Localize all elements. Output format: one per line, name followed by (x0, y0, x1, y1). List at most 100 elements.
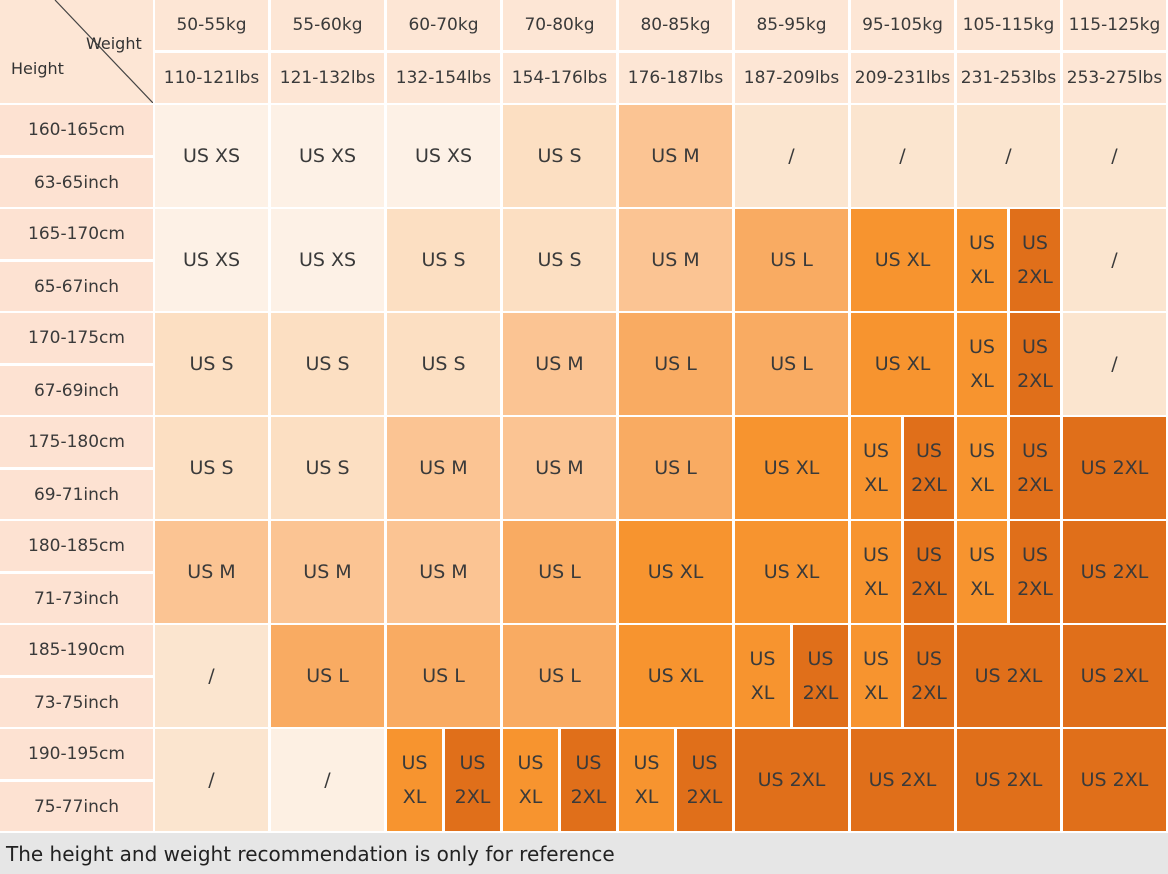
weight-label: Weight (86, 34, 142, 53)
size-cell: US XL (735, 625, 790, 727)
size-cell: US XL (619, 625, 732, 727)
height-cm: 160-165cm (0, 105, 153, 155)
size-cell: US L (271, 625, 384, 727)
height-inch: 65-67inch (0, 262, 153, 311)
size-cell: US 2XL (904, 417, 954, 519)
weight-kg: 115-125kg (1063, 0, 1166, 50)
size-cell: US S (155, 313, 268, 415)
height-cm: 185-190cm (0, 625, 153, 675)
size-cell: US XL (851, 625, 901, 727)
size-cell: US XL (957, 209, 1007, 311)
height-inch: 69-71inch (0, 470, 153, 519)
size-cell: US M (503, 417, 616, 519)
size-cell: US 2XL (677, 729, 732, 831)
size-cell: US 2XL (1063, 625, 1166, 727)
size-cell: / (957, 105, 1060, 207)
weight-lbs: 176-187lbs (619, 53, 732, 103)
size-cell: US L (619, 313, 732, 415)
size-cell: US S (387, 313, 500, 415)
weight-kg: 85-95kg (735, 0, 848, 50)
weight-lbs: 187-209lbs (735, 53, 848, 103)
weight-kg: 80-85kg (619, 0, 732, 50)
size-cell: US S (271, 313, 384, 415)
size-cell: US S (387, 209, 500, 311)
height-inch: 73-75inch (0, 678, 153, 727)
size-cell: US L (503, 625, 616, 727)
size-cell: US 2XL (957, 729, 1060, 831)
weight-kg: 50-55kg (155, 0, 268, 50)
size-cell: US L (503, 521, 616, 623)
footnote: The height and weight recommendation is … (0, 833, 1168, 874)
size-cell: US XL (619, 521, 732, 623)
height-label: Height (11, 59, 64, 78)
size-cell: / (155, 625, 268, 727)
weight-lbs: 110-121lbs (155, 53, 268, 103)
size-cell: US XL (851, 313, 954, 415)
height-cm: 180-185cm (0, 521, 153, 571)
size-cell: / (851, 105, 954, 207)
size-cell: / (1063, 313, 1166, 415)
size-cell: US L (735, 209, 848, 311)
size-cell: US 2XL (561, 729, 616, 831)
height-cm: 170-175cm (0, 313, 153, 363)
height-cm: 165-170cm (0, 209, 153, 259)
size-cell: US XS (387, 105, 500, 207)
size-cell: US 2XL (1010, 313, 1060, 415)
weight-kg: 60-70kg (387, 0, 500, 50)
size-cell: US 2XL (1063, 729, 1166, 831)
height-cm: 190-195cm (0, 729, 153, 779)
corner-header: Weight Height (0, 0, 153, 103)
weight-kg: 70-80kg (503, 0, 616, 50)
size-cell: US M (155, 521, 268, 623)
weight-lbs: 231-253lbs (957, 53, 1060, 103)
weight-kg: 95-105kg (851, 0, 954, 50)
size-cell: US XS (271, 209, 384, 311)
size-cell: US L (619, 417, 732, 519)
size-cell: US XL (503, 729, 558, 831)
size-cell: US 2XL (1010, 417, 1060, 519)
size-cell: / (1063, 105, 1166, 207)
weight-lbs: 253-275lbs (1063, 53, 1166, 103)
weight-lbs: 132-154lbs (387, 53, 500, 103)
height-inch: 63-65inch (0, 158, 153, 207)
size-cell: / (1063, 209, 1166, 311)
size-cell: / (271, 729, 384, 831)
size-cell: US XL (619, 729, 674, 831)
size-cell: US 2XL (445, 729, 500, 831)
size-cell: US M (619, 209, 732, 311)
size-cell: US S (503, 209, 616, 311)
size-cell: US XL (851, 521, 901, 623)
size-cell: US 2XL (904, 521, 954, 623)
size-cell: US XL (957, 313, 1007, 415)
size-cell: US XS (271, 105, 384, 207)
weight-lbs: 154-176lbs (503, 53, 616, 103)
size-cell: US XL (851, 417, 901, 519)
size-cell: US S (503, 105, 616, 207)
size-cell: US M (503, 313, 616, 415)
size-cell: US 2XL (793, 625, 848, 727)
weight-kg: 105-115kg (957, 0, 1060, 50)
size-cell: US 2XL (851, 729, 954, 831)
size-cell: US M (387, 521, 500, 623)
size-cell: US XL (851, 209, 954, 311)
size-cell: US 2XL (1010, 521, 1060, 623)
size-cell: US M (271, 521, 384, 623)
size-cell: / (155, 729, 268, 831)
size-cell: US 2XL (1063, 521, 1166, 623)
size-cell: US XL (387, 729, 442, 831)
height-inch: 75-77inch (0, 782, 153, 831)
size-cell: US 2XL (1010, 209, 1060, 311)
size-cell: US 2XL (735, 729, 848, 831)
size-cell: US XL (957, 521, 1007, 623)
size-cell: US XL (735, 521, 848, 623)
size-cell: US M (619, 105, 732, 207)
weight-lbs: 209-231lbs (851, 53, 954, 103)
weight-kg: 55-60kg (271, 0, 384, 50)
size-cell: US 2XL (957, 625, 1060, 727)
size-cell: US L (735, 313, 848, 415)
size-cell: US L (387, 625, 500, 727)
weight-lbs: 121-132lbs (271, 53, 384, 103)
size-cell: US XL (957, 417, 1007, 519)
size-cell: US XL (735, 417, 848, 519)
